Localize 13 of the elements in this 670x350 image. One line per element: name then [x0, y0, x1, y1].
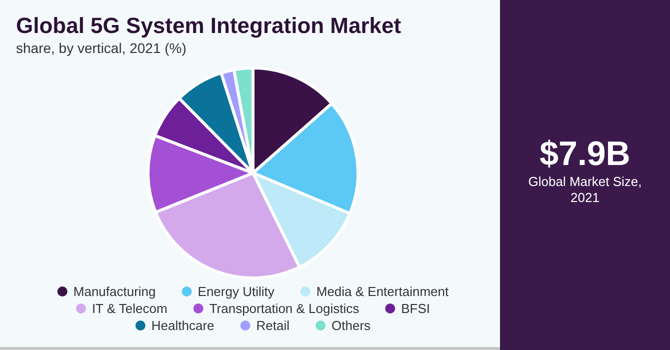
chart-subtitle: share, by vertical, 2021 (%) [16, 40, 186, 56]
legend-label: Media & Entertainment [316, 284, 449, 299]
legend-label: Healthcare [151, 318, 214, 333]
legend-label: Energy Utility [198, 284, 275, 299]
text: $7.9B [540, 135, 630, 173]
chart-title: Global 5G System Integration Market [16, 13, 402, 38]
legend-label: Retail [256, 318, 290, 333]
legend-label: Manufacturing [73, 284, 156, 299]
legend-label: Transportation & Logistics [209, 301, 360, 316]
legend-label: Others [332, 318, 372, 333]
legend-label: BFSI [401, 301, 430, 316]
text: Global Market Size, 2021 [528, 174, 642, 205]
legend-label: IT & Telecom [92, 301, 168, 316]
